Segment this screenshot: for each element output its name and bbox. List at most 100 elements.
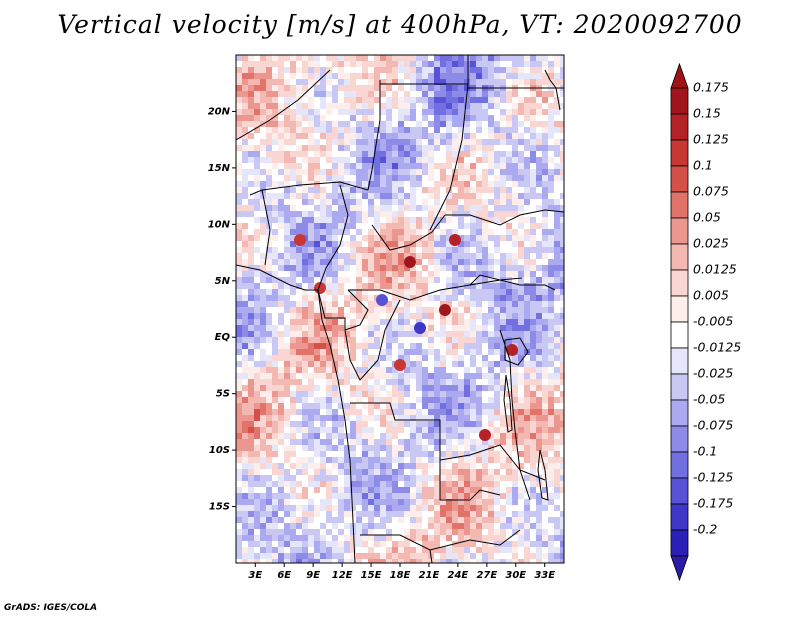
- field-cell: [446, 529, 453, 536]
- field-cell: [434, 547, 441, 554]
- field-cell: [296, 313, 303, 320]
- convective-spot: [449, 234, 461, 246]
- field-cell: [554, 253, 561, 260]
- field-cell: [380, 505, 387, 512]
- border-sudan-ssudan: [445, 209, 564, 226]
- field-cell: [458, 85, 465, 92]
- field-cell: [284, 559, 291, 563]
- field-cell: [314, 559, 321, 563]
- field-cell: [518, 331, 525, 338]
- field-cell: [404, 271, 411, 278]
- field-cell: [434, 259, 441, 266]
- field-cell: [416, 127, 423, 134]
- field-cell: [536, 529, 543, 536]
- field-cell: [320, 367, 327, 374]
- field-cell: [542, 535, 549, 542]
- field-cell: [416, 157, 423, 164]
- field-cell: [326, 307, 333, 314]
- field-cell: [368, 559, 375, 563]
- field-cell: [458, 55, 465, 62]
- field-cell: [458, 517, 465, 524]
- field-cell: [254, 247, 261, 254]
- field-cell: [380, 259, 387, 266]
- field-cell: [482, 541, 489, 548]
- field-cell: [464, 361, 471, 368]
- field-cell: [536, 205, 543, 212]
- field-cell: [284, 487, 291, 494]
- field-cell: [308, 127, 315, 134]
- field-cell: [446, 247, 453, 254]
- field-cell: [434, 61, 441, 68]
- field-cell: [536, 97, 543, 104]
- field-cell: [536, 157, 543, 164]
- field-cell: [452, 481, 459, 488]
- field-cell: [560, 487, 564, 494]
- field-cell: [278, 481, 285, 488]
- field-cell: [332, 517, 339, 524]
- field-cell: [362, 163, 369, 170]
- field-cell: [260, 85, 267, 92]
- field-cell: [440, 349, 447, 356]
- field-cell: [452, 523, 459, 530]
- field-cell: [332, 439, 339, 446]
- field-cell: [290, 157, 297, 164]
- field-cell: [332, 253, 339, 260]
- field-cell: [542, 55, 549, 62]
- field-cell: [500, 277, 507, 284]
- field-cell: [482, 493, 489, 500]
- field-cell: [500, 469, 507, 476]
- field-cell: [290, 103, 297, 110]
- field-cell: [476, 541, 483, 548]
- field-cell: [368, 511, 375, 518]
- field-cell: [560, 397, 564, 404]
- field-cell: [266, 253, 273, 260]
- field-cell: [296, 91, 303, 98]
- field-cell: [344, 487, 351, 494]
- field-cell: [260, 295, 267, 302]
- field-cell: [434, 151, 441, 158]
- field-cell: [266, 199, 273, 206]
- field-cell: [242, 259, 249, 266]
- field-cell: [392, 529, 399, 536]
- field-cell: [272, 235, 279, 242]
- field-cell: [386, 55, 393, 62]
- field-cell: [326, 103, 333, 110]
- field-cell: [542, 313, 549, 320]
- field-cell: [476, 553, 483, 560]
- field-cell: [356, 127, 363, 134]
- field-cell: [434, 457, 441, 464]
- field-cell: [386, 403, 393, 410]
- field-cell: [542, 253, 549, 260]
- field-cell: [512, 415, 519, 422]
- field-cell: [236, 511, 243, 518]
- field-cell: [446, 367, 453, 374]
- field-cell: [470, 313, 477, 320]
- field-cell: [416, 109, 423, 116]
- field-cell: [398, 547, 405, 554]
- field-cell: [554, 151, 561, 158]
- field-cell: [458, 469, 465, 476]
- field-cell: [260, 409, 267, 416]
- field-cell: [398, 331, 405, 338]
- field-cell: [446, 67, 453, 74]
- field-cell: [404, 403, 411, 410]
- field-cell: [386, 73, 393, 80]
- field-cell: [368, 133, 375, 140]
- field-cell: [242, 295, 249, 302]
- field-cell: [500, 211, 507, 218]
- field-cell: [422, 97, 429, 104]
- field-cell: [560, 505, 564, 512]
- field-cell: [284, 205, 291, 212]
- field-cell: [314, 481, 321, 488]
- field-cell: [470, 73, 477, 80]
- field-cell: [284, 355, 291, 362]
- field-cell: [308, 121, 315, 128]
- field-cell: [452, 169, 459, 176]
- field-cell: [416, 265, 423, 272]
- field-cell: [398, 493, 405, 500]
- field-cell: [356, 157, 363, 164]
- field-cell: [362, 451, 369, 458]
- field-cell: [440, 97, 447, 104]
- field-cell: [356, 337, 363, 344]
- field-cell: [482, 451, 489, 458]
